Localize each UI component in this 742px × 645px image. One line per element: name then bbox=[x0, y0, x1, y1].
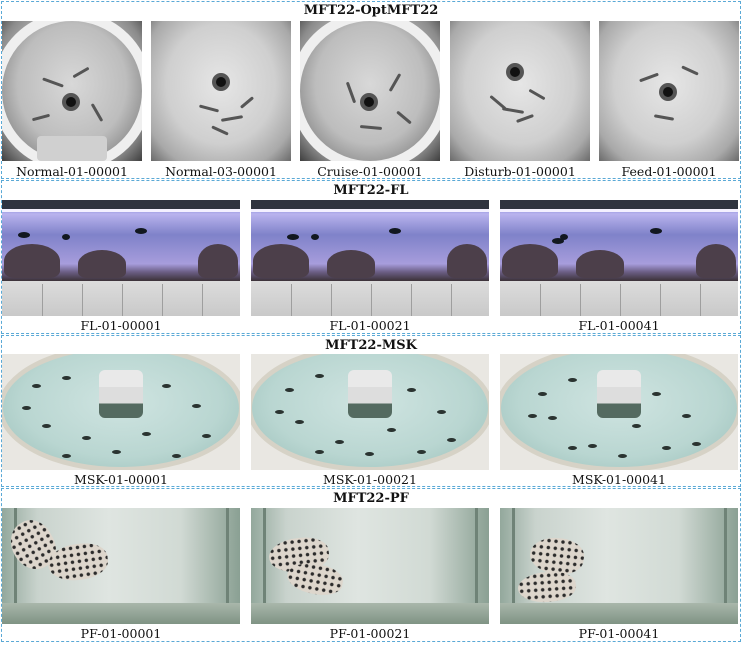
section-title: MFT22-FL bbox=[333, 183, 409, 198]
frame-image bbox=[151, 21, 291, 161]
frame-caption: MSK-01-00041 bbox=[572, 472, 666, 487]
frame-caption: FL-01-00021 bbox=[329, 318, 411, 333]
section-title: MFT22-PF bbox=[333, 491, 409, 506]
frame-caption: MSK-01-00001 bbox=[74, 472, 168, 487]
frame-image bbox=[251, 508, 489, 624]
frame-caption: Normal-03-00001 bbox=[165, 164, 277, 179]
frame-image bbox=[500, 354, 738, 470]
frame-caption: Disturb-01-00001 bbox=[464, 164, 576, 179]
frame-image bbox=[2, 354, 240, 470]
frame-caption: MSK-01-00021 bbox=[323, 472, 417, 487]
section-pf bbox=[1, 488, 741, 642]
frame-image bbox=[300, 21, 440, 161]
frame-image bbox=[450, 21, 590, 161]
frame-image bbox=[500, 508, 738, 624]
frame-caption: Cruise-01-00001 bbox=[317, 164, 423, 179]
frame-caption: Normal-01-00001 bbox=[16, 164, 128, 179]
frame-image bbox=[500, 200, 738, 316]
frame-caption: PF-01-00041 bbox=[578, 626, 660, 641]
frame-image bbox=[251, 354, 489, 470]
frame-image bbox=[2, 21, 142, 161]
frame-image bbox=[2, 200, 240, 316]
frame-image bbox=[599, 21, 739, 161]
frame-caption: FL-01-00001 bbox=[80, 318, 162, 333]
frame-caption: PF-01-00001 bbox=[80, 626, 162, 641]
frame-image bbox=[2, 508, 240, 624]
section-title: MFT22-OptMFT22 bbox=[303, 3, 439, 18]
section-title: MFT22-MSK bbox=[325, 338, 417, 353]
frame-caption: Feed-01-00001 bbox=[621, 164, 717, 179]
frame-caption: PF-01-00021 bbox=[329, 626, 411, 641]
frame-caption: FL-01-00041 bbox=[578, 318, 660, 333]
frame-image bbox=[251, 200, 489, 316]
section-fl bbox=[1, 180, 741, 334]
